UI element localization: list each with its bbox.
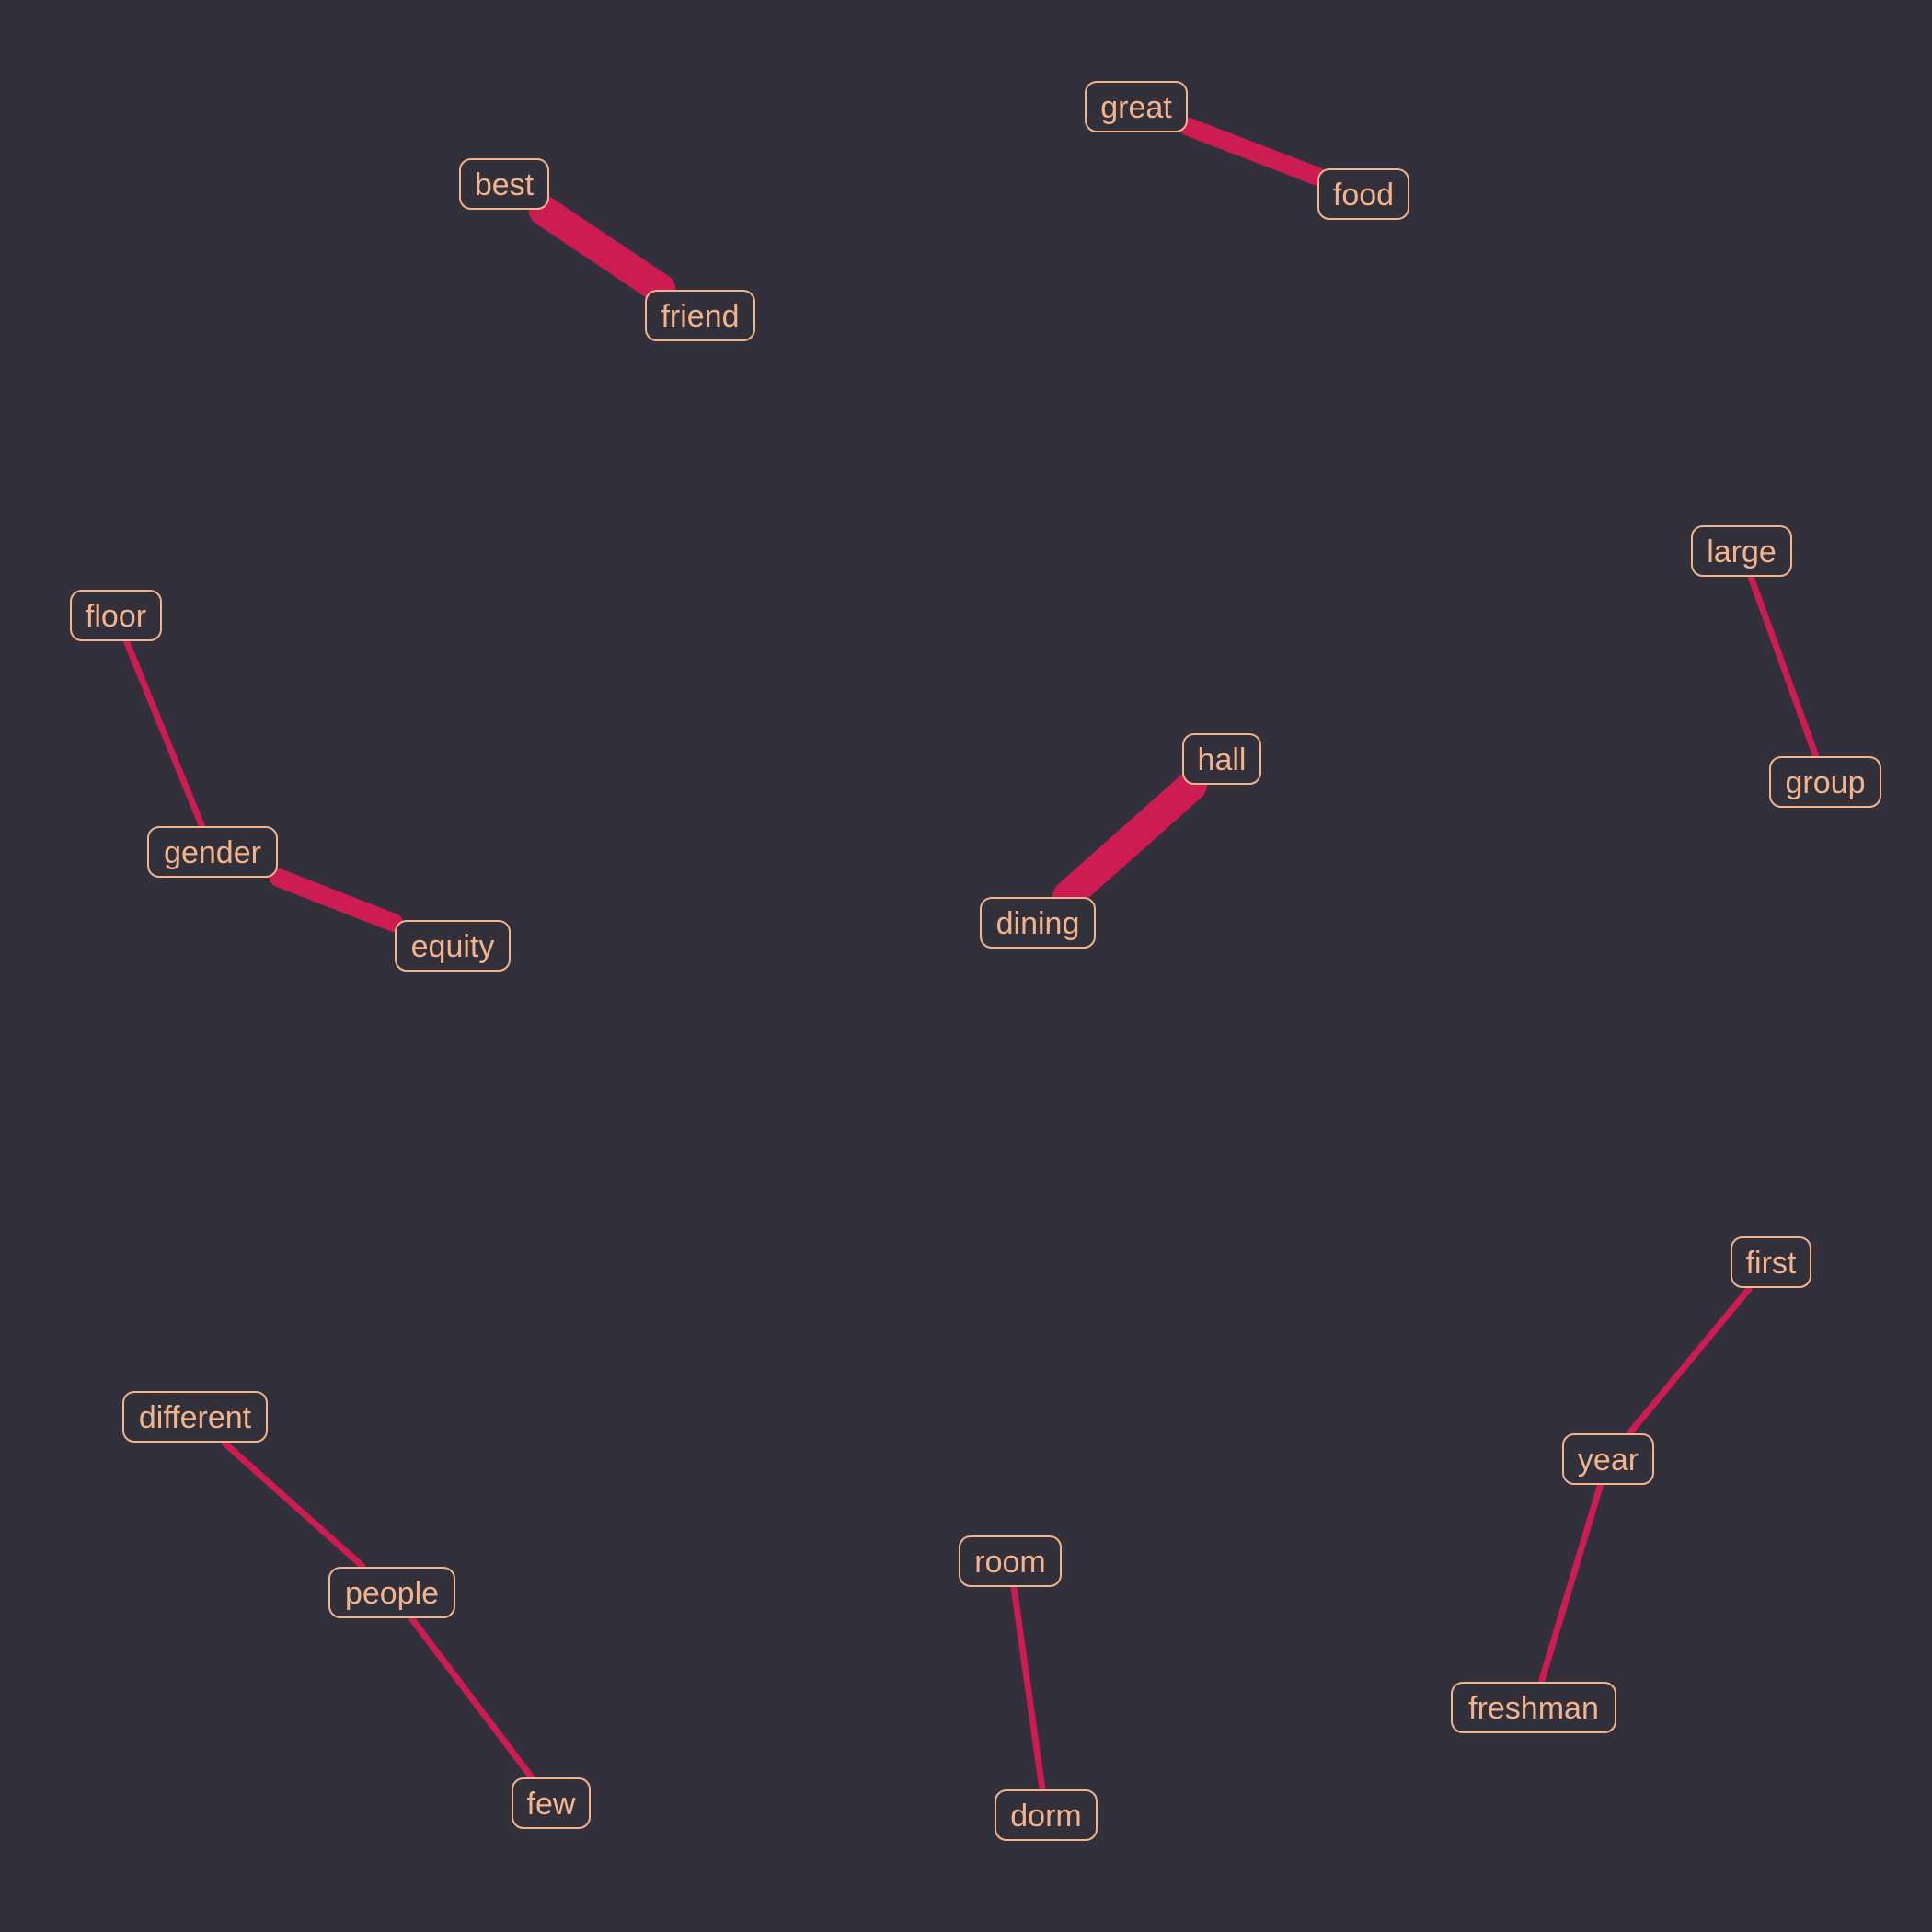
edges-layer — [123, 117, 1819, 1792]
node-label: hall — [1198, 742, 1247, 777]
node-group: group — [1769, 756, 1881, 808]
node-box — [645, 290, 755, 341]
node-different: different — [122, 1391, 268, 1443]
edge-people-few — [408, 1616, 535, 1780]
edge-large-group — [1748, 574, 1819, 759]
node-label: great — [1100, 90, 1172, 125]
edge-room-dorm — [1010, 1584, 1046, 1792]
node-label: dorm — [1010, 1799, 1081, 1834]
node-label: equity — [411, 929, 495, 964]
edge-great-food — [1179, 117, 1326, 186]
node-box — [959, 1535, 1062, 1587]
node-label: large — [1707, 535, 1777, 569]
node-label: food — [1333, 178, 1394, 213]
edge-best-friend — [528, 195, 676, 305]
node-box — [147, 826, 278, 878]
node-people: people — [328, 1567, 455, 1618]
node-label: group — [1786, 765, 1866, 800]
nodes-layer: best friend great food large group floor gender… — [70, 81, 1881, 1841]
node-great: great — [1085, 81, 1188, 132]
node-box — [70, 590, 162, 641]
node-label: freshman — [1468, 1691, 1599, 1726]
node-label: room — [974, 1545, 1045, 1580]
node-label: different — [139, 1400, 252, 1435]
node-large: large — [1691, 525, 1792, 577]
node-room: room — [959, 1535, 1062, 1587]
node-year: year — [1562, 1433, 1654, 1485]
node-few: few — [512, 1777, 591, 1829]
node-label: people — [345, 1576, 439, 1611]
node-food: food — [1317, 168, 1409, 220]
node-label: best — [475, 167, 535, 202]
node-label: year — [1578, 1443, 1639, 1478]
edge-hall-dining — [1052, 770, 1207, 912]
node-first: first — [1731, 1236, 1811, 1288]
node-box — [1769, 756, 1881, 808]
node-floor: floor — [70, 590, 162, 641]
node-label: first — [1746, 1246, 1797, 1281]
node-equity: equity — [395, 920, 511, 972]
edge-different-people — [221, 1440, 366, 1570]
node-box — [1562, 1433, 1654, 1485]
node-box — [1182, 733, 1261, 785]
node-label: friend — [661, 299, 739, 334]
node-box — [1451, 1682, 1616, 1733]
node-box — [980, 897, 1096, 949]
edge-floor-gender — [123, 638, 205, 829]
node-box — [1691, 525, 1792, 577]
node-box — [512, 1777, 591, 1829]
node-hall: hall — [1182, 733, 1261, 785]
node-box — [1085, 81, 1188, 132]
edge-first-year — [1627, 1285, 1753, 1436]
node-label: gender — [164, 835, 261, 870]
node-dining: dining — [980, 897, 1096, 949]
node-dorm: dorm — [995, 1789, 1098, 1841]
node-box — [995, 1789, 1098, 1841]
edge-year-freshman — [1538, 1482, 1604, 1685]
node-gender: gender — [147, 826, 278, 878]
node-label: floor — [86, 599, 146, 634]
node-label: dining — [996, 906, 1080, 941]
node-box — [122, 1391, 268, 1443]
node-box — [1731, 1236, 1811, 1288]
node-freshman: freshman — [1451, 1682, 1616, 1733]
node-best: best — [459, 158, 549, 210]
node-box — [1317, 168, 1409, 220]
node-box — [459, 158, 549, 210]
node-friend: friend — [645, 290, 755, 341]
node-box — [328, 1567, 455, 1618]
node-label: few — [527, 1787, 576, 1822]
edge-gender-equity — [270, 868, 403, 932]
node-box — [395, 920, 511, 972]
